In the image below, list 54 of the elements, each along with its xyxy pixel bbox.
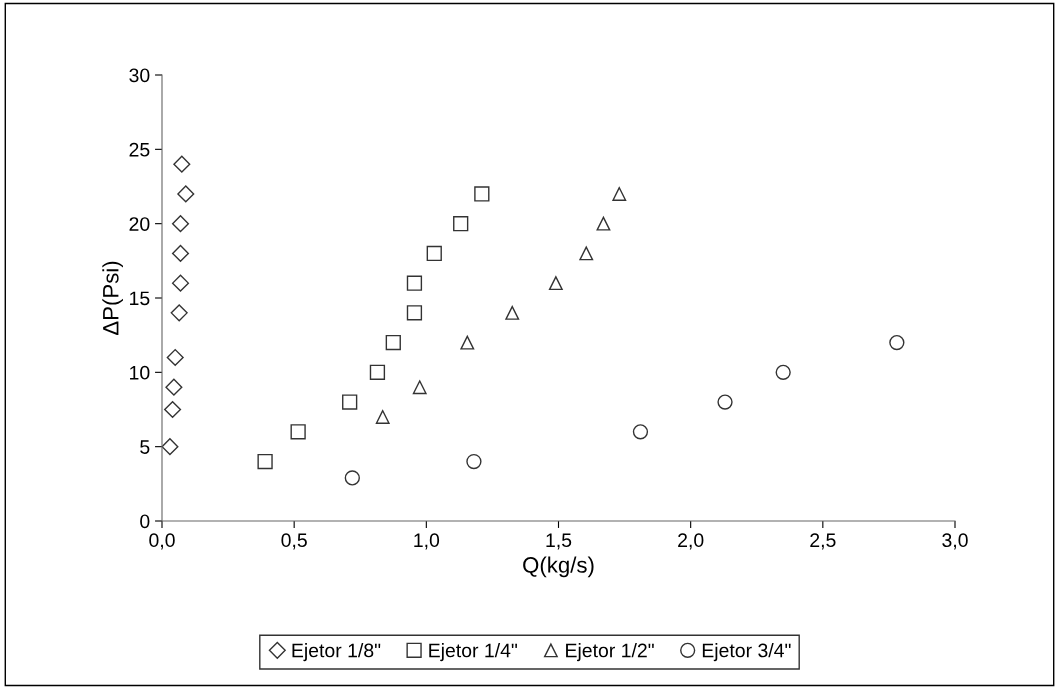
- y-tick-label: 5: [140, 440, 150, 454]
- y-tick-label: 15: [130, 291, 150, 306]
- legend-label: Ejetor 1/4": [429, 643, 518, 662]
- point: [171, 244, 190, 262]
- point: [162, 438, 179, 456]
- point: [344, 470, 360, 486]
- point: [164, 400, 182, 419]
- point: [775, 364, 791, 380]
- point: [385, 334, 401, 351]
- point: [596, 216, 611, 231]
- legend-label: Ejetor 3/4": [702, 643, 791, 662]
- point: [632, 424, 649, 440]
- point: [290, 424, 306, 440]
- x-axis-title: Q(kg/s): [523, 556, 594, 578]
- point: [165, 378, 183, 396]
- y-tick-label: 25: [129, 142, 150, 157]
- point: [548, 276, 563, 291]
- point: [579, 246, 594, 261]
- x-tick-label: 0,0: [149, 533, 175, 550]
- point: [257, 453, 273, 470]
- point: [889, 334, 905, 351]
- point: [173, 155, 191, 173]
- x-tick-label: 3,0: [942, 533, 968, 550]
- point: [466, 453, 482, 470]
- y-tick-label: 30: [129, 68, 150, 83]
- point: [170, 304, 188, 322]
- legend-label: Ejetor 1/8": [292, 643, 381, 662]
- point: [369, 364, 386, 380]
- y-tick-label: 20: [129, 217, 150, 231]
- point: [505, 305, 520, 320]
- point: [412, 380, 427, 395]
- x-tick-label: 2,5: [810, 533, 836, 550]
- y-tick-label: 0: [140, 514, 150, 529]
- point: [171, 274, 190, 292]
- x-tick-label: 1,0: [414, 533, 440, 550]
- point: [177, 185, 195, 203]
- x-tick-label: 1,5: [546, 533, 572, 550]
- point: [612, 186, 627, 201]
- x-tick-label: 2,0: [678, 533, 704, 550]
- x-tick-label: 0,5: [281, 533, 307, 550]
- point: [717, 394, 733, 410]
- legend-label: Ejetor 1/2": [566, 643, 654, 662]
- y-tick-label: 10: [130, 365, 150, 380]
- point: [166, 348, 184, 367]
- point: [375, 409, 390, 424]
- point: [406, 275, 423, 291]
- point: [406, 305, 423, 321]
- y-axis-title: ΔP(Psi): [102, 261, 123, 336]
- point: [171, 215, 190, 233]
- point: [460, 335, 475, 350]
- point: [342, 394, 358, 410]
- point: [453, 216, 469, 232]
- point: [426, 245, 442, 262]
- point: [474, 186, 490, 202]
